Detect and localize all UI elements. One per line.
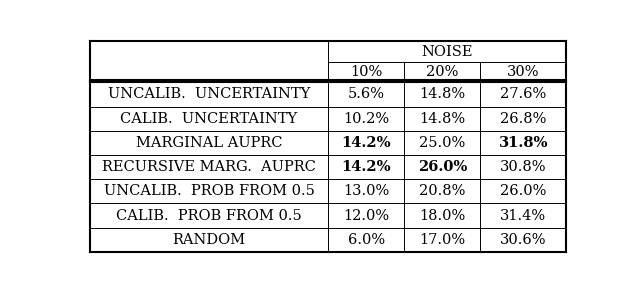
Text: RANDOM: RANDOM	[172, 233, 246, 247]
Text: 17.0%: 17.0%	[419, 233, 465, 247]
Text: 10%: 10%	[350, 65, 382, 79]
Text: 26.8%: 26.8%	[500, 112, 547, 126]
Text: 18.0%: 18.0%	[419, 209, 465, 223]
Text: 14.8%: 14.8%	[419, 88, 465, 101]
Text: RECURSIVE MARG.  AUPRC: RECURSIVE MARG. AUPRC	[102, 160, 316, 174]
Text: 6.0%: 6.0%	[348, 233, 385, 247]
Text: 31.8%: 31.8%	[499, 136, 548, 150]
Text: 20%: 20%	[426, 65, 458, 79]
Text: 13.0%: 13.0%	[343, 184, 389, 198]
Text: 14.2%: 14.2%	[341, 160, 391, 174]
Text: NOISE: NOISE	[421, 45, 473, 58]
Text: UNCALIB.  PROB FROM 0.5: UNCALIB. PROB FROM 0.5	[104, 184, 314, 198]
Text: 14.2%: 14.2%	[341, 136, 391, 150]
Text: 20.8%: 20.8%	[419, 184, 465, 198]
Text: 25.0%: 25.0%	[419, 136, 465, 150]
Text: 31.4%: 31.4%	[500, 209, 547, 223]
Text: 12.0%: 12.0%	[343, 209, 389, 223]
Text: 27.6%: 27.6%	[500, 88, 547, 101]
Text: 30.8%: 30.8%	[500, 160, 547, 174]
Text: 26.0%: 26.0%	[417, 160, 467, 174]
Text: UNCALIB.  UNCERTAINTY: UNCALIB. UNCERTAINTY	[108, 88, 310, 101]
Text: 26.0%: 26.0%	[500, 184, 547, 198]
Text: 30%: 30%	[507, 65, 540, 79]
Text: 30.6%: 30.6%	[500, 233, 547, 247]
Text: MARGINAL AUPRC: MARGINAL AUPRC	[136, 136, 282, 150]
Text: CALIB.  UNCERTAINTY: CALIB. UNCERTAINTY	[120, 112, 298, 126]
Text: 10.2%: 10.2%	[343, 112, 389, 126]
Text: 14.8%: 14.8%	[419, 112, 465, 126]
Text: CALIB.  PROB FROM 0.5: CALIB. PROB FROM 0.5	[116, 209, 302, 223]
Text: 5.6%: 5.6%	[348, 88, 385, 101]
